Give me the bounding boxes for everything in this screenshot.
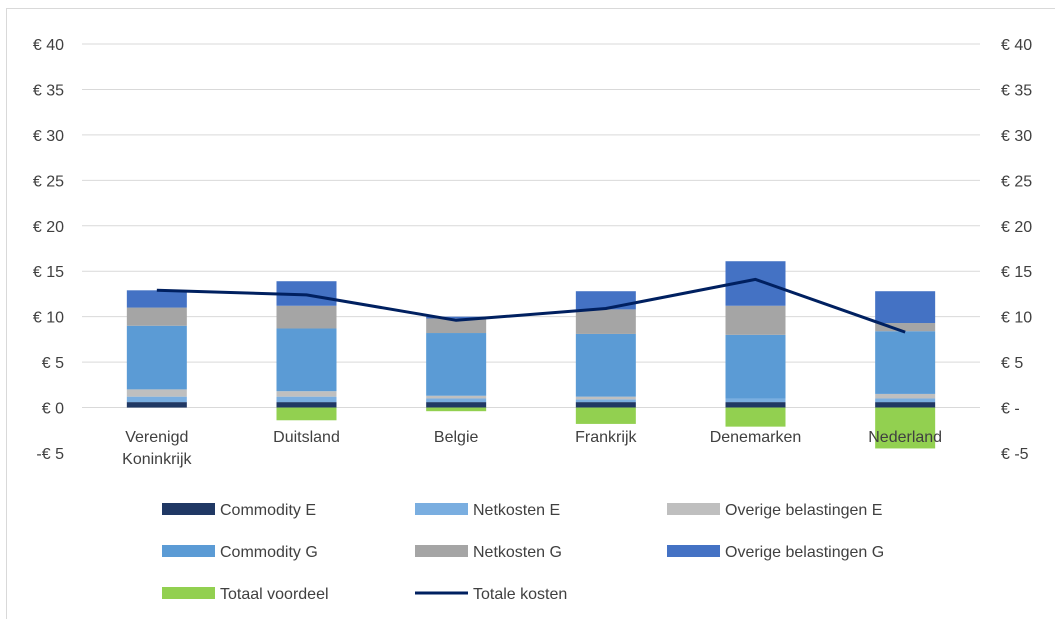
legend-label: Commodity E bbox=[220, 502, 316, 519]
legend-entry: Commodity G bbox=[162, 544, 318, 561]
left-tick-label: € 20 bbox=[33, 219, 64, 236]
bar-segment bbox=[575, 396, 636, 400]
bar-segment bbox=[426, 407, 487, 412]
legend-swatch bbox=[415, 545, 468, 557]
bar-segment bbox=[126, 325, 187, 390]
bar-segment bbox=[126, 389, 187, 397]
total-cost-polyline bbox=[156, 277, 906, 334]
bar-segment bbox=[875, 291, 936, 324]
gridlines bbox=[82, 43, 980, 409]
left-tick-label: -€ 5 bbox=[36, 446, 64, 463]
right-y-axis: € -5 € - € 5 € 10 € 15 € 20 € 25 € 30 € 35 € 40 bbox=[1001, 37, 1032, 463]
bar-segment bbox=[126, 402, 187, 408]
legend-label: Overige belastingen E bbox=[725, 502, 882, 519]
bar-segment bbox=[426, 402, 487, 408]
bar-segment bbox=[126, 290, 187, 308]
bar-segment bbox=[875, 407, 936, 449]
legend-swatch bbox=[667, 545, 720, 557]
bar-segment bbox=[276, 391, 337, 397]
right-tick-label: € 30 bbox=[1001, 128, 1032, 145]
left-tick-label: € 0 bbox=[42, 401, 64, 418]
bar-segment bbox=[875, 323, 936, 332]
category-label: Frankrijk bbox=[575, 429, 637, 446]
bar-segment bbox=[575, 402, 636, 408]
bar-stacks bbox=[126, 261, 936, 449]
bar-segment bbox=[276, 305, 337, 329]
bar-segment bbox=[126, 307, 187, 326]
bar-segment bbox=[875, 402, 936, 408]
legend-entry: Totaal voordeel bbox=[162, 586, 329, 603]
right-tick-label: € 25 bbox=[1001, 173, 1032, 190]
legend: Commodity E Netkosten E Overige belastinge… bbox=[162, 502, 884, 603]
bar-segment bbox=[575, 291, 636, 310]
bar-segment bbox=[575, 309, 636, 334]
right-tick-label: € 20 bbox=[1001, 219, 1032, 236]
legend-swatch bbox=[667, 503, 720, 515]
bar-segment bbox=[426, 398, 487, 403]
bar-segment bbox=[126, 396, 187, 403]
left-y-axis: -€ 5 € 0 € 5 € 10 € 15 € 20 € 25 € 30 € 35 € 40 bbox=[33, 37, 64, 463]
bar-segment bbox=[575, 407, 636, 424]
right-tick-label: € - bbox=[1001, 401, 1020, 418]
total-cost-line bbox=[156, 277, 906, 334]
left-tick-label: € 15 bbox=[33, 264, 64, 281]
legend-entry: Commodity E bbox=[162, 502, 316, 519]
left-tick-label: € 35 bbox=[33, 82, 64, 99]
bar-segment bbox=[426, 395, 487, 399]
bar-segment bbox=[725, 407, 786, 427]
legend-entry: Overige belastingen E bbox=[667, 502, 882, 519]
right-tick-label: € 10 bbox=[1001, 310, 1032, 327]
right-tick-label: € 15 bbox=[1001, 264, 1032, 281]
bar-segment bbox=[875, 393, 936, 399]
category-label: Belgie bbox=[434, 429, 479, 446]
legend-label: Totaal voordeel bbox=[220, 586, 329, 603]
legend-label: Commodity G bbox=[220, 544, 318, 561]
legend-entry: Totale kosten bbox=[415, 586, 567, 603]
bar-segment bbox=[575, 399, 636, 403]
bar-segment bbox=[276, 396, 337, 403]
legend-entry: Overige belastingen G bbox=[667, 544, 884, 561]
bar-segment bbox=[276, 328, 337, 392]
left-tick-label: € 10 bbox=[33, 310, 64, 327]
category-label: Duitsland bbox=[273, 429, 340, 446]
category-label: Denemarken bbox=[710, 429, 802, 446]
right-tick-label: € 35 bbox=[1001, 82, 1032, 99]
bar-segment bbox=[426, 318, 487, 334]
bar-segment bbox=[426, 333, 487, 396]
left-tick-label: € 25 bbox=[33, 173, 64, 190]
left-tick-label: € 40 bbox=[33, 37, 64, 54]
legend-swatch bbox=[162, 545, 215, 557]
bar-segment bbox=[875, 331, 936, 394]
legend-entry: Netkosten E bbox=[415, 502, 560, 519]
right-tick-label: € -5 bbox=[1001, 446, 1029, 463]
right-tick-label: € 40 bbox=[1001, 37, 1032, 54]
bar-segment bbox=[426, 316, 487, 319]
legend-label: Netkosten G bbox=[473, 544, 562, 561]
left-tick-label: € 30 bbox=[33, 128, 64, 145]
bar-segment bbox=[725, 402, 786, 408]
bar-segment bbox=[276, 407, 337, 421]
bar-segment bbox=[276, 402, 337, 408]
legend-swatch bbox=[162, 587, 215, 599]
legend-label: Overige belastingen G bbox=[725, 544, 884, 561]
bar-segment bbox=[725, 334, 786, 399]
legend-entry: Netkosten G bbox=[415, 544, 562, 561]
bar-segment bbox=[875, 398, 936, 403]
bar-segment bbox=[575, 333, 636, 397]
category-label: Verenigd bbox=[125, 429, 188, 446]
legend-swatch bbox=[162, 503, 215, 515]
category-label: Nederland bbox=[868, 429, 942, 446]
chart-frame bbox=[6, 8, 1055, 619]
bar-segment bbox=[725, 398, 786, 403]
legend-swatch bbox=[415, 503, 468, 515]
category-label: Koninkrijk bbox=[122, 451, 192, 468]
left-tick-label: € 5 bbox=[42, 355, 64, 372]
category-labels: Verenigd Koninkrijk Duitsland Belgie Frankri… bbox=[122, 429, 942, 468]
bar-segment bbox=[725, 305, 786, 335]
right-tick-label: € 5 bbox=[1001, 355, 1023, 372]
legend-label: Netkosten E bbox=[473, 502, 560, 519]
legend-label: Totale kosten bbox=[473, 586, 567, 603]
